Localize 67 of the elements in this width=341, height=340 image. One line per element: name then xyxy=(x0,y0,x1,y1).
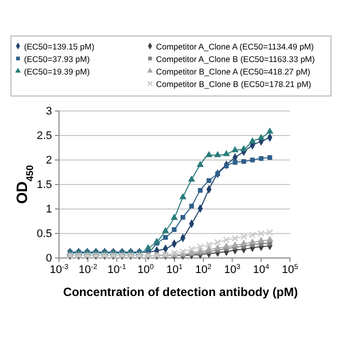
point xyxy=(266,127,274,134)
point xyxy=(153,238,160,244)
point xyxy=(248,137,256,144)
legend-label: Competitor A_Clone B (EC50=1163.33 pM) xyxy=(156,54,315,64)
point xyxy=(222,236,230,244)
point xyxy=(180,214,186,220)
point xyxy=(205,150,213,158)
y-tick-label: 3 xyxy=(46,106,52,118)
legend-label: (EC50=139.15 pM) xyxy=(24,42,95,52)
legend-label: (EC50=37.93 pM) xyxy=(24,54,90,64)
legend-label: Competitor B_Clone A (EC50=418.27 pM) xyxy=(156,66,311,76)
x-tick-label: 10$^{5}$ xyxy=(282,262,298,276)
point xyxy=(248,232,256,238)
legend-label: Competitor A_Clone A (EC50=1134.49 pM) xyxy=(156,42,314,52)
point xyxy=(205,246,213,252)
point xyxy=(240,233,248,240)
legend-label: (EC50=19.39 pM) xyxy=(24,66,90,76)
y-tick-label: 1.5 xyxy=(36,179,52,192)
point xyxy=(248,238,256,244)
y-tick-label: 2.5 xyxy=(36,130,52,142)
point xyxy=(267,155,272,160)
x-tick-label: 10$^{4}$ xyxy=(253,262,270,276)
x-tick-label: 10$^{-1}$ xyxy=(107,262,126,276)
x-tick-label: 10$^{1}$ xyxy=(166,262,183,276)
point xyxy=(222,150,230,156)
x-tick-label: 10$^{0}$ xyxy=(138,262,154,276)
y-tick-label: 2 xyxy=(46,154,52,167)
point xyxy=(231,241,239,248)
point xyxy=(231,146,239,152)
point xyxy=(206,241,212,248)
point xyxy=(163,235,168,240)
point xyxy=(241,159,246,164)
point xyxy=(196,160,204,167)
point xyxy=(179,193,186,200)
x-tick-label: 10$^{-3}$ xyxy=(50,262,68,276)
point xyxy=(206,178,212,183)
point xyxy=(240,145,248,152)
point xyxy=(189,204,194,208)
point xyxy=(196,248,204,254)
point xyxy=(250,158,255,162)
point xyxy=(266,236,274,242)
point xyxy=(240,240,248,246)
point xyxy=(258,134,265,140)
point xyxy=(172,227,177,232)
point xyxy=(222,242,230,249)
y-tick-label: 0 xyxy=(46,252,52,265)
legend-label: Competitor B_Clone B (EC50=178.21 pM) xyxy=(156,79,312,89)
point xyxy=(188,246,196,253)
point xyxy=(196,243,204,250)
point xyxy=(214,150,222,158)
point xyxy=(162,226,170,234)
point xyxy=(232,160,238,165)
y-tick-label: 0.5 xyxy=(36,228,52,240)
point xyxy=(214,244,222,250)
x-tick-label: 10$^{3}$ xyxy=(224,262,240,276)
point xyxy=(214,238,222,246)
point xyxy=(258,236,265,243)
point xyxy=(232,234,238,242)
x-axis-title: Concentration of detection antibody (pM) xyxy=(63,285,298,299)
point xyxy=(198,188,203,193)
x-tick-label: 10$^{-2}$ xyxy=(78,262,98,276)
point xyxy=(188,175,196,182)
x-tick-label: 10$^{2}$ xyxy=(195,262,212,276)
point xyxy=(170,214,178,220)
y-tick-label: 1 xyxy=(46,204,52,216)
point xyxy=(144,244,152,250)
point xyxy=(258,156,264,161)
